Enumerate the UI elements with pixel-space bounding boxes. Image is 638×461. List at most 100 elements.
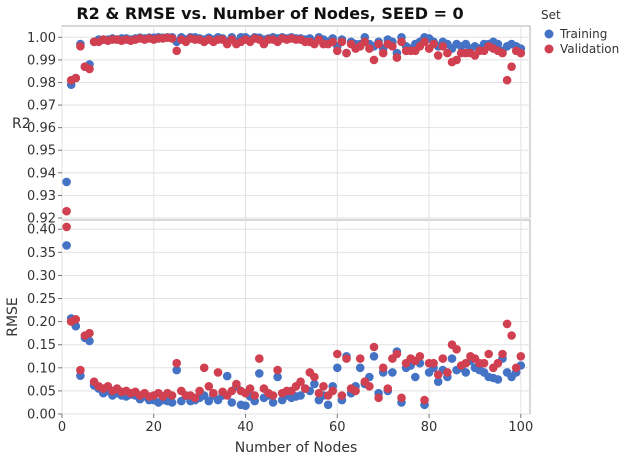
rmse-point-validation	[254, 354, 264, 363]
rmse-point-validation	[190, 393, 200, 403]
rmse-point-validation	[507, 331, 516, 340]
rmse-point-validation	[369, 342, 379, 352]
r2-point-validation	[374, 39, 383, 49]
rmse-point-training	[333, 363, 342, 373]
rmse-y-tick-label: 0.20	[27, 315, 56, 330]
rmse-point-validation	[227, 386, 237, 396]
rmse-y-tick-label: 0.30	[27, 269, 56, 284]
rmse-y-axis-label: RMSE	[5, 297, 21, 337]
r2-point-training	[62, 177, 71, 187]
r2-y-tick-label: 0.99	[27, 53, 56, 68]
rmse-point-training	[323, 400, 333, 410]
rmse-y-tick-label: 0.15	[27, 338, 56, 353]
legend-label-training: Training	[559, 27, 607, 41]
rmse-point-validation	[213, 368, 223, 377]
rmse-point-validation	[498, 349, 507, 359]
rmse-point-training	[296, 391, 305, 400]
rmse-y-tick-label: 0.05	[27, 384, 56, 399]
legend-title: Set	[541, 8, 561, 22]
r2-point-validation	[167, 34, 177, 43]
x-tick-label: 60	[329, 420, 346, 435]
legend: Set Training Validation	[541, 8, 619, 56]
rmse-point-training	[433, 377, 443, 387]
r2-y-tick-label: 0.98	[27, 76, 56, 91]
r2-point-validation	[429, 39, 438, 49]
rmse-point-validation	[479, 358, 489, 368]
rmse-point-training	[388, 368, 397, 377]
r2-points	[62, 33, 526, 216]
r2-point-validation	[498, 48, 507, 58]
rmse-point-training	[493, 375, 503, 384]
r2-y-tick-labels: 1.00 0.99 0.98 0.97 0.96 0.95 0.94 0.93 0.92	[27, 31, 62, 227]
rmse-y-tick-label: 0.10	[27, 361, 56, 376]
rmse-point-validation	[355, 354, 365, 363]
r2-y-tick-label: 0.93	[27, 189, 56, 204]
rmse-point-validation	[502, 319, 512, 329]
x-tick-label: 40	[237, 420, 254, 435]
legend-marker-training	[544, 29, 554, 39]
rmse-point-validation	[314, 388, 324, 398]
rmse-point-training	[461, 368, 471, 377]
rmse-points	[62, 222, 526, 411]
rmse-point-validation	[333, 349, 342, 359]
r2-point-validation	[433, 51, 443, 60]
r2-point-validation	[388, 42, 397, 51]
rmse-point-training	[167, 398, 177, 407]
r2-point-validation	[443, 48, 452, 58]
rmse-point-validation	[493, 358, 503, 368]
rmse-point-validation	[300, 384, 310, 393]
rmse-point-training	[310, 379, 319, 389]
rmse-point-validation	[392, 349, 402, 359]
rmse-point-training	[273, 372, 282, 382]
rmse-point-validation	[397, 393, 406, 403]
r2-y-axis-label: R2	[12, 116, 31, 132]
rmse-point-training	[355, 363, 365, 373]
r2-point-validation	[328, 37, 338, 47]
rmse-point-validation	[85, 328, 94, 338]
rmse-point-validation	[167, 391, 177, 400]
r2-point-validation	[85, 64, 94, 74]
rmse-point-validation	[232, 379, 241, 389]
legend-label-validation: Validation	[560, 42, 619, 56]
r2-point-validation	[516, 48, 526, 58]
r2-y-tick-label: 0.94	[27, 166, 56, 181]
rmse-point-training	[268, 398, 278, 407]
rmse-point-training	[447, 354, 457, 363]
rmse-point-training	[227, 398, 237, 407]
rmse-point-validation	[62, 222, 71, 232]
rmse-point-validation	[374, 393, 383, 403]
r2-y-tick-label: 0.95	[27, 144, 56, 159]
r2-gridlines	[61, 26, 530, 219]
rmse-point-validation	[195, 386, 204, 396]
r2-point-validation	[333, 46, 342, 56]
r2-y-tick-label: 1.00	[27, 31, 56, 46]
r2-point-validation	[397, 37, 406, 47]
rmse-point-validation	[415, 352, 425, 361]
rmse-point-training	[172, 365, 181, 375]
r2-point-validation	[71, 73, 81, 83]
x-tick-label: 80	[421, 420, 438, 435]
rmse-y-tick-labels: 0.40 0.35 0.30 0.25 0.20 0.15 0.10 0.05 0.00	[27, 223, 62, 423]
legend-marker-validation	[544, 44, 554, 54]
rmse-point-validation	[443, 368, 452, 377]
rmse-point-validation	[461, 358, 471, 368]
rmse-point-validation	[433, 370, 443, 380]
r2-point-validation	[438, 42, 448, 51]
x-tick-label: 20	[145, 420, 162, 435]
rmse-point-validation	[172, 358, 181, 368]
r2-panel: 1.00 0.99 0.98 0.97 0.96 0.95 0.94 0.93 0.92 R2	[12, 25, 531, 227]
r2-point-validation	[342, 48, 351, 58]
rmse-point-validation	[71, 315, 81, 324]
rmse-y-tick-label: 0.00	[27, 408, 56, 423]
r2-y-tick-label: 0.92	[27, 212, 56, 227]
rmse-point-validation	[351, 386, 360, 396]
rmse-point-validation	[199, 363, 209, 373]
r2-point-validation	[452, 55, 461, 65]
rmse-y-tick-label: 0.25	[27, 292, 56, 307]
chart-title: R2 & RMSE vs. Number of Nodes, SEED = 0	[76, 4, 463, 23]
r2-point-validation	[365, 44, 374, 53]
rmse-point-validation	[268, 391, 278, 400]
rmse-point-validation	[420, 395, 429, 405]
r2-point-validation	[337, 37, 347, 47]
